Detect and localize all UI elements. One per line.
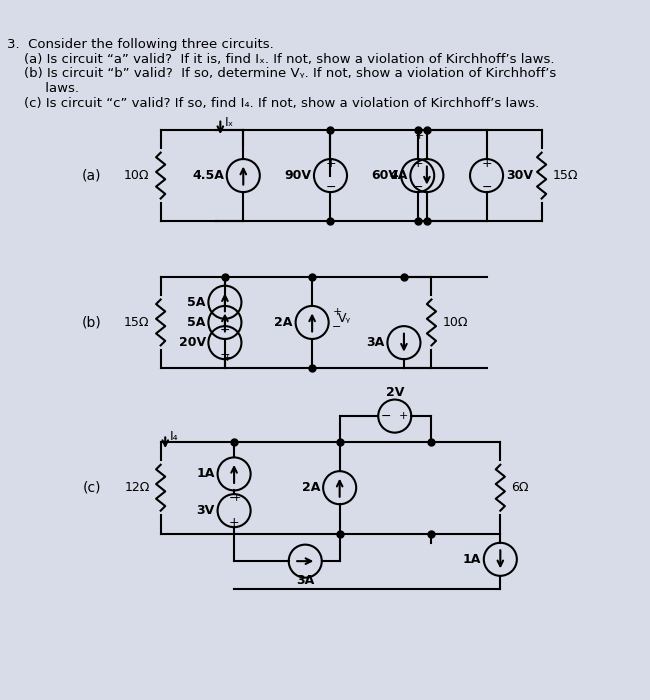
Text: Iₓ: Iₓ: [225, 116, 234, 129]
Text: +: +: [229, 516, 239, 529]
Text: 10Ω: 10Ω: [124, 169, 150, 182]
Text: +: +: [412, 157, 423, 170]
Text: 2V: 2V: [385, 386, 404, 399]
Text: −: −: [220, 324, 230, 337]
Text: 4.5A: 4.5A: [192, 169, 224, 182]
Text: (b): (b): [82, 316, 101, 330]
Text: laws.: laws.: [7, 82, 79, 95]
Text: (c): (c): [83, 481, 101, 495]
Text: 5A: 5A: [187, 316, 205, 329]
Text: 15Ω: 15Ω: [552, 169, 578, 182]
Text: +: +: [232, 494, 242, 503]
Text: (b) Is circuit “b” valid?  If so, determine Vᵧ. If not, show a violation of Kirc: (b) Is circuit “b” valid? If so, determi…: [7, 67, 556, 80]
Text: −: −: [481, 181, 492, 194]
Text: 30V: 30V: [506, 169, 533, 182]
Text: 3.  Consider the following three circuits.: 3. Consider the following three circuits…: [7, 38, 274, 51]
Text: 2A: 2A: [302, 481, 320, 494]
Text: Vᵧ: Vᵧ: [338, 312, 351, 326]
Text: 2A: 2A: [274, 316, 293, 329]
Text: −: −: [332, 322, 342, 332]
Text: −: −: [413, 181, 423, 194]
Text: +: +: [399, 411, 409, 421]
Text: 20V: 20V: [179, 336, 205, 349]
Text: +: +: [481, 157, 492, 170]
Text: +: +: [415, 131, 424, 141]
Text: (a) Is circuit “a” valid?  If it is, find Iₓ. If not, show a violation of Kirchh: (a) Is circuit “a” valid? If it is, find…: [7, 52, 555, 66]
Text: +: +: [325, 157, 336, 170]
Text: +: +: [220, 348, 230, 361]
Text: 1A: 1A: [196, 468, 214, 480]
Text: 90V: 90V: [284, 169, 311, 182]
Text: 1A: 1A: [463, 553, 481, 566]
Text: 3A: 3A: [367, 336, 385, 349]
Text: (a): (a): [82, 169, 101, 183]
Text: 6Ω: 6Ω: [512, 481, 529, 494]
Text: −: −: [325, 181, 336, 194]
Text: (c) Is circuit “c” valid? If so, find I₄. If not, show a violation of Kirchhoff’: (c) Is circuit “c” valid? If so, find I₄…: [7, 97, 540, 110]
Text: 3A: 3A: [296, 574, 315, 587]
Text: 15Ω: 15Ω: [124, 316, 150, 329]
Text: 5A: 5A: [187, 296, 205, 309]
Text: +: +: [332, 307, 342, 317]
Text: −: −: [229, 492, 239, 505]
Text: +: +: [223, 353, 232, 363]
Text: 10Ω: 10Ω: [443, 316, 468, 329]
Text: 12Ω: 12Ω: [124, 481, 150, 494]
Text: 4A: 4A: [389, 169, 408, 182]
Text: 60V: 60V: [371, 169, 398, 182]
Text: −: −: [380, 410, 391, 423]
Text: I₄: I₄: [170, 430, 179, 443]
Text: 3V: 3V: [196, 504, 214, 517]
